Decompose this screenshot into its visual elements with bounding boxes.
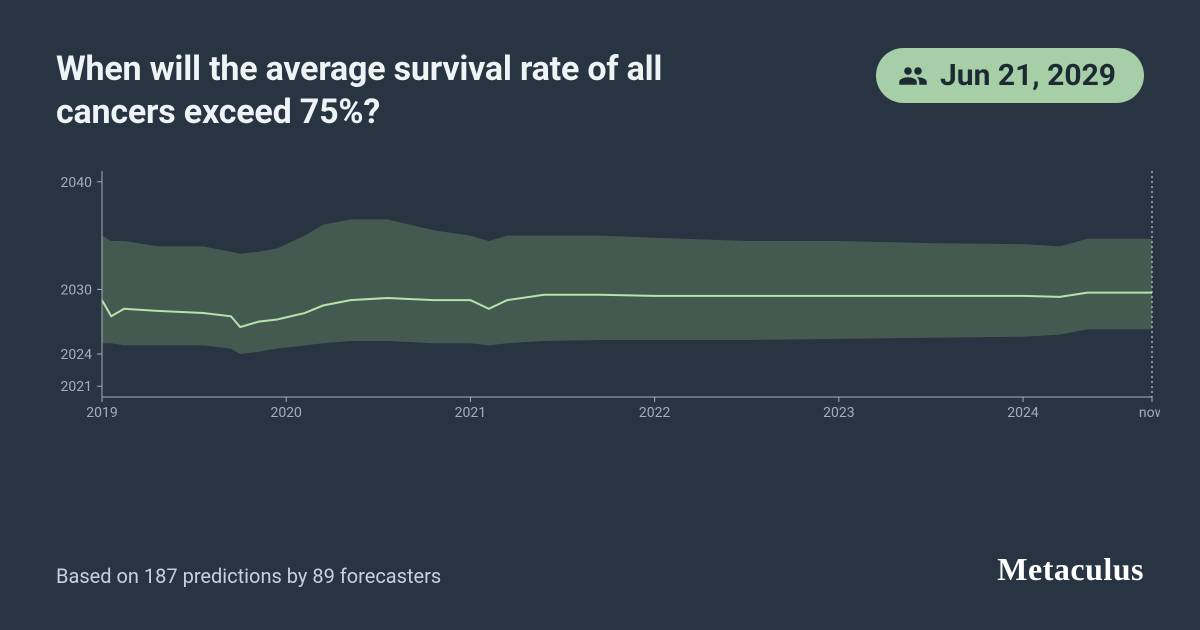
badge-value: Jun 21, 2029 <box>940 58 1116 93</box>
svg-text:2023: 2023 <box>823 405 854 421</box>
svg-text:2019: 2019 <box>86 405 117 421</box>
footer: Based on 187 predictions by 89 forecaste… <box>56 551 1144 588</box>
header: When will the average survival rate of a… <box>56 48 1144 133</box>
prediction-count-text: Based on 187 predictions by 89 forecaste… <box>56 564 441 588</box>
community-prediction-badge: Jun 21, 2029 <box>876 48 1144 103</box>
svg-text:2022: 2022 <box>639 405 671 421</box>
svg-text:2030: 2030 <box>61 282 93 298</box>
svg-text:2021: 2021 <box>455 405 486 421</box>
community-icon <box>898 61 928 91</box>
brand-logo: Metaculus <box>997 551 1144 588</box>
svg-text:2020: 2020 <box>270 405 302 421</box>
svg-text:2021: 2021 <box>61 379 92 395</box>
question-title: When will the average survival rate of a… <box>56 48 776 133</box>
svg-text:2040: 2040 <box>61 175 93 191</box>
svg-text:2024: 2024 <box>61 347 93 363</box>
svg-text:2024: 2024 <box>1007 405 1039 421</box>
chart-svg: 2021 2024 2030 2040 2019 2020 2021 2022 2023 2024… <box>56 165 1160 425</box>
forecast-card: When will the average survival rate of a… <box>0 0 1200 630</box>
svg-text:now: now <box>1139 405 1160 421</box>
forecast-timeline-chart: 2021 2024 2030 2040 2019 2020 2021 2022 2023 2024… <box>56 165 1160 425</box>
